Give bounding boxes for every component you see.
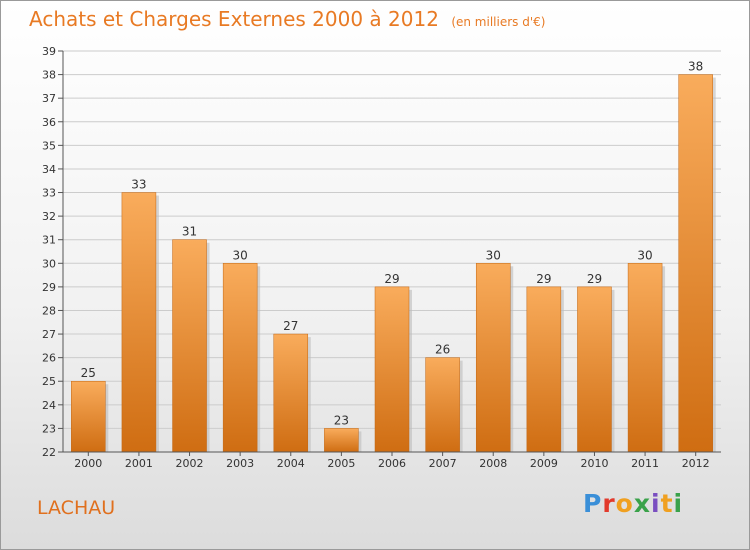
bar-2006 xyxy=(374,286,410,453)
logo-letter: o xyxy=(615,489,634,518)
bar-2009 xyxy=(526,286,562,453)
bar-2007 xyxy=(425,357,460,453)
chart-title: Achats et Charges Externes 2000 à 2012 (… xyxy=(29,7,545,31)
y-tick-label: 26 xyxy=(42,352,56,365)
y-tick-label: 23 xyxy=(42,422,56,435)
x-tick-label: 2000 xyxy=(74,457,102,470)
y-tick-label: 29 xyxy=(42,281,56,294)
x-tick-label: 2004 xyxy=(277,457,305,470)
bar-2003 xyxy=(222,263,258,453)
x-tick-label: 2011 xyxy=(631,457,659,470)
data-label: 30 xyxy=(486,248,501,262)
proxiti-logo: Proxiti xyxy=(583,489,683,518)
y-tick-label: 35 xyxy=(42,139,56,152)
y-tick-label: 27 xyxy=(42,328,56,341)
bar-2000 xyxy=(71,380,106,453)
bar-layer: 25 33 31 30 27 23 29 26 30 29 29 30 38 xyxy=(71,60,716,453)
y-tick-label: 25 xyxy=(42,375,56,388)
axis-layer: 22 23 24 25 26 27 28 29 30 31 32 33 34 35 36 37 38 39 2000… xyxy=(42,45,721,470)
x-tick-label: 2002 xyxy=(176,457,204,470)
y-tick-label: 24 xyxy=(42,399,56,412)
y-tick-label: 38 xyxy=(42,69,56,82)
y-tick-label: 32 xyxy=(42,210,56,223)
logo-letter: i xyxy=(651,489,661,518)
data-label: 30 xyxy=(233,248,248,262)
logo-letter: x xyxy=(633,489,651,518)
data-label: 38 xyxy=(688,60,703,74)
x-tick-label: 2008 xyxy=(479,457,507,470)
data-label: 30 xyxy=(637,248,652,262)
data-label: 27 xyxy=(283,319,298,333)
x-tick-label: 2007 xyxy=(429,457,457,470)
commune-name: LACHAU xyxy=(37,497,116,519)
bar-2008 xyxy=(475,263,511,453)
chart-title-text: Achats et Charges Externes 2000 à 2012 xyxy=(29,7,439,31)
x-tick-label: 2009 xyxy=(530,457,558,470)
logo-letter: P xyxy=(583,489,603,518)
data-label: 31 xyxy=(182,225,197,239)
x-tick-label: 2010 xyxy=(580,457,608,470)
data-label: 33 xyxy=(131,178,146,192)
logo-letter: r xyxy=(602,489,616,518)
data-label: 29 xyxy=(384,272,399,286)
x-tick-label: 2012 xyxy=(682,457,710,470)
data-label: 26 xyxy=(435,343,450,357)
y-tick-label: 39 xyxy=(42,45,56,58)
bar-2004 xyxy=(273,333,309,453)
chart-subtitle: (en milliers d'€) xyxy=(451,15,546,29)
y-tick-label: 36 xyxy=(42,116,56,129)
y-tick-label: 22 xyxy=(42,446,56,459)
bar-2002 xyxy=(172,239,207,453)
y-tick-label: 37 xyxy=(42,92,56,105)
data-label: 25 xyxy=(81,366,96,380)
y-tick-label: 34 xyxy=(42,163,56,176)
bar-2010 xyxy=(577,286,612,453)
bar-2011 xyxy=(627,263,663,453)
y-tick-label: 28 xyxy=(42,304,56,317)
y-tick-label: 31 xyxy=(42,234,56,247)
bar-2005 xyxy=(324,428,359,453)
x-tick-label: 2001 xyxy=(125,457,153,470)
bar-2012 xyxy=(678,74,713,453)
data-label: 29 xyxy=(536,272,551,286)
data-label: 29 xyxy=(587,272,602,286)
y-tick-label: 30 xyxy=(42,257,56,270)
x-tick-label: 2005 xyxy=(327,457,355,470)
logo-letter: t xyxy=(660,489,674,518)
logo-letter: i xyxy=(673,489,684,518)
x-tick-label: 2006 xyxy=(378,457,406,470)
y-tick-label: 33 xyxy=(42,187,56,200)
x-tick-label: 2003 xyxy=(226,457,254,470)
bar-2001 xyxy=(121,192,157,453)
data-label: 23 xyxy=(334,413,349,427)
